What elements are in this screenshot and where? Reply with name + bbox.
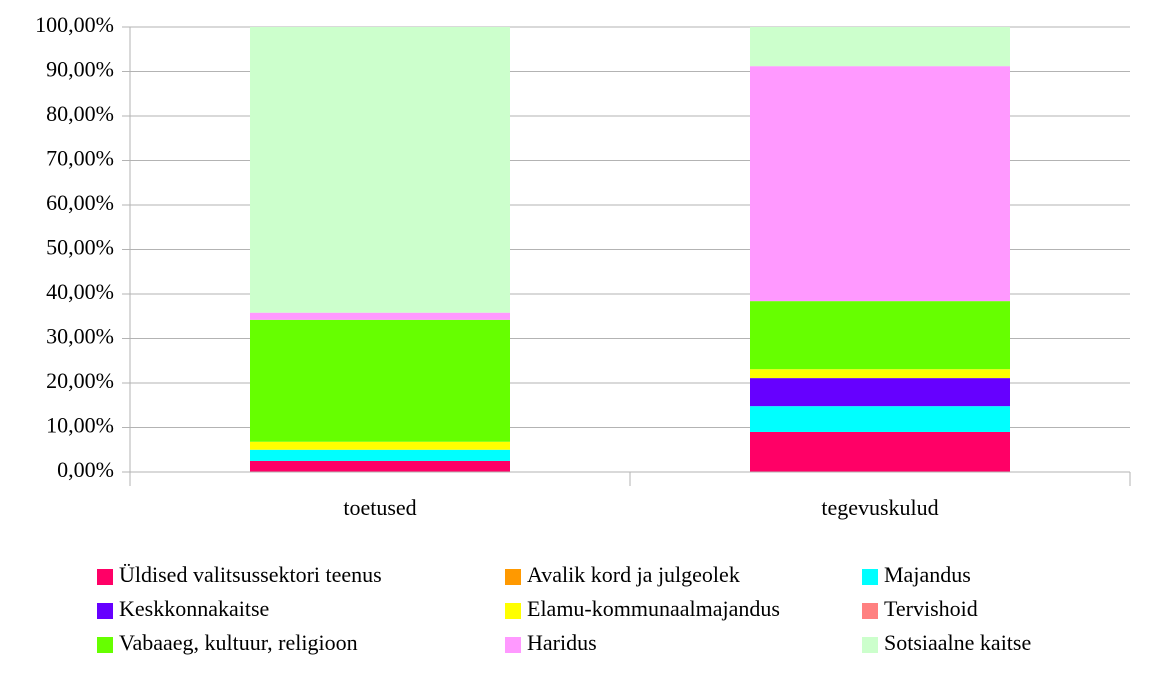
legend-label: Sotsiaalne kaitse [884,630,1031,655]
legend-swatch [862,603,878,619]
bar-segment [750,27,1010,67]
bar-segment [750,301,1010,370]
y-tick-label: 30,00% [46,324,114,349]
legend-label: Vabaaeg, kultuur, religioon [119,630,358,655]
legend-swatch [505,603,521,619]
legend-label: Elamu-kommunaalmajandus [527,596,780,621]
y-tick-label: 40,00% [46,279,114,304]
y-tick-label: 20,00% [46,368,114,393]
legend-swatch [505,637,521,653]
x-tick-label: tegevuskulud [821,495,938,520]
legend-swatch [505,569,521,585]
legend-label: Majandus [884,562,971,587]
y-tick-label: 10,00% [46,413,114,438]
y-tick-label: 0,00% [57,457,114,482]
bar-segment [750,369,1010,379]
legend-swatch [862,569,878,585]
legend-label: Avalik kord ja julgeolek [527,562,740,587]
legend-swatch [862,637,878,653]
y-tick-label: 100,00% [35,12,114,37]
bar-segment [750,66,1010,302]
y-tick-label: 90,00% [46,57,114,82]
bar-segment [750,431,1010,472]
bar-segment [250,27,510,313]
y-tick-label: 70,00% [46,146,114,171]
bar-segment [250,319,510,442]
bar-segment [750,406,1010,432]
legend-label: Üldised valitsussektori teenus [119,562,382,587]
bar-segment [250,460,510,472]
bar-segment [250,312,510,320]
bar-segment [250,449,510,461]
x-tick-label: toetused [343,495,416,520]
legend-label: Keskkonnakaitse [119,596,269,621]
y-tick-label: 50,00% [46,235,114,260]
legend-label: Tervishoid [884,596,978,621]
legend-swatch [97,569,113,585]
y-tick-label: 60,00% [46,190,114,215]
legend-swatch [97,637,113,653]
legend-label: Haridus [527,630,597,655]
bar-segment [750,378,1010,407]
legend-swatch [97,603,113,619]
bar-segment [250,441,510,450]
y-tick-label: 80,00% [46,101,114,126]
